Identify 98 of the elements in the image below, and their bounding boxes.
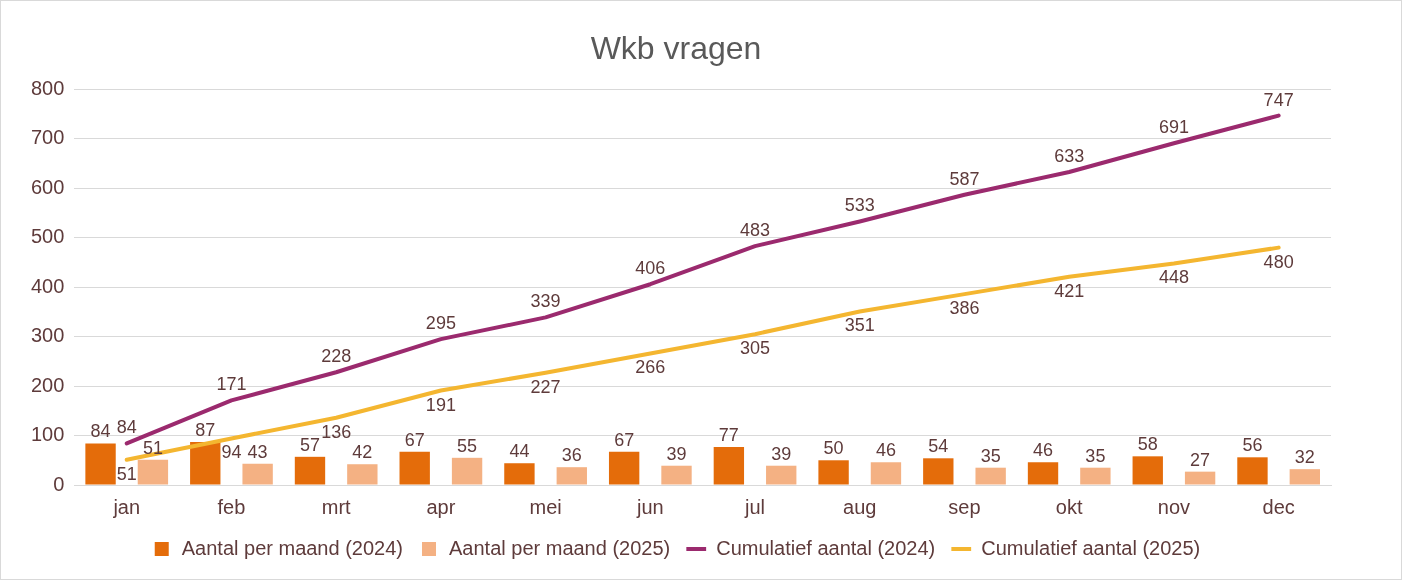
data-label: 77	[718, 424, 739, 445]
bar	[190, 441, 221, 485]
data-label: 46	[1033, 440, 1054, 461]
data-label: 55	[457, 435, 478, 456]
data-label: 633	[1054, 145, 1085, 166]
x-tick-label: feb	[217, 495, 246, 518]
x-tick-label: sep	[948, 495, 981, 518]
data-label: 84	[116, 417, 137, 438]
data-label: 266	[635, 357, 666, 378]
bar	[347, 464, 378, 485]
y-tick-label: 200	[30, 373, 65, 396]
data-label: 295	[425, 313, 456, 334]
data-label: 94	[221, 442, 242, 463]
y-tick-label: 300	[30, 324, 65, 347]
data-label: 483	[740, 220, 771, 241]
data-label: 51	[116, 463, 137, 484]
bar	[1289, 469, 1320, 485]
x-tick-label: mei	[529, 495, 562, 518]
legend-label: Cumulatief aantal (2024)	[716, 536, 936, 559]
bar	[1027, 462, 1059, 485]
bar	[1080, 467, 1111, 485]
legend-label: Cumulatief aantal (2025)	[981, 536, 1201, 559]
bar	[137, 459, 169, 485]
data-label: 35	[980, 445, 1001, 466]
chart-title: Wkb vragen	[590, 30, 762, 67]
bar	[294, 456, 326, 485]
data-label: 39	[666, 443, 687, 464]
bar	[713, 446, 745, 485]
data-label: 67	[404, 429, 425, 450]
data-label: 27	[1190, 449, 1211, 470]
data-label: 691	[1158, 117, 1189, 138]
bar	[818, 460, 849, 485]
data-label: 421	[1054, 280, 1085, 301]
data-label: 747	[1263, 89, 1294, 110]
data-label: 54	[928, 436, 949, 457]
y-tick-label: 600	[30, 175, 65, 198]
data-label: 58	[1137, 434, 1158, 455]
bar	[870, 462, 902, 485]
x-tick-label: nov	[1157, 495, 1191, 518]
data-label: 533	[844, 195, 875, 216]
bar	[1184, 471, 1216, 485]
y-tick-label: 400	[30, 274, 65, 297]
data-label: 36	[561, 445, 582, 466]
bar	[399, 451, 430, 485]
y-tick-label: 100	[30, 423, 65, 446]
x-tick-label: okt	[1055, 495, 1083, 518]
data-label: 191	[425, 394, 456, 415]
data-label: 136	[321, 421, 352, 442]
data-label: 50	[823, 438, 844, 459]
bar	[242, 463, 273, 485]
data-label: 587	[949, 168, 980, 189]
y-tick-label: 0	[53, 472, 65, 495]
bar	[661, 465, 692, 485]
y-tick-label: 700	[30, 126, 65, 149]
x-tick-label: aug	[843, 495, 877, 518]
data-label: 480	[1263, 251, 1294, 272]
bar	[1237, 457, 1268, 485]
x-tick-label: jun	[635, 495, 664, 518]
data-label: 448	[1158, 267, 1189, 288]
data-label: 67	[614, 429, 635, 450]
y-tick-label: 800	[30, 76, 65, 99]
data-label: 32	[1294, 447, 1315, 468]
data-label: 228	[321, 346, 352, 367]
data-label: 57	[299, 434, 320, 455]
data-label: 51	[142, 437, 163, 458]
x-tick-label: jan	[112, 495, 141, 518]
bar	[85, 443, 116, 485]
legend-label: Aantal per maand (2024)	[181, 536, 403, 559]
data-label: 43	[247, 441, 268, 462]
data-label: 87	[195, 419, 216, 440]
x-tick-label: mrt	[321, 495, 352, 518]
data-label: 406	[635, 258, 666, 279]
x-tick-label: dec	[1262, 495, 1295, 518]
data-label: 339	[530, 291, 561, 312]
data-label: 171	[216, 374, 247, 395]
bar	[766, 465, 797, 485]
x-tick-label: apr	[426, 495, 456, 518]
bar	[504, 463, 535, 485]
data-label: 42	[352, 442, 373, 463]
bar	[1132, 456, 1163, 485]
y-tick-label: 500	[30, 225, 65, 248]
bar	[975, 467, 1006, 485]
legend-label: Aantal per maand (2025)	[448, 536, 671, 559]
bar	[451, 457, 483, 485]
bar	[923, 458, 954, 485]
data-label: 84	[90, 421, 111, 442]
data-label: 39	[771, 443, 792, 464]
data-label: 56	[1242, 435, 1263, 456]
bar	[608, 451, 640, 485]
data-label: 386	[949, 298, 980, 319]
data-label: 227	[530, 376, 561, 397]
x-tick-label: jul	[744, 495, 766, 518]
data-label: 35	[1085, 445, 1106, 466]
data-label: 46	[875, 440, 896, 461]
data-label: 44	[509, 441, 530, 462]
bar	[556, 467, 587, 485]
data-label: 305	[740, 338, 771, 359]
data-label: 351	[844, 315, 875, 336]
